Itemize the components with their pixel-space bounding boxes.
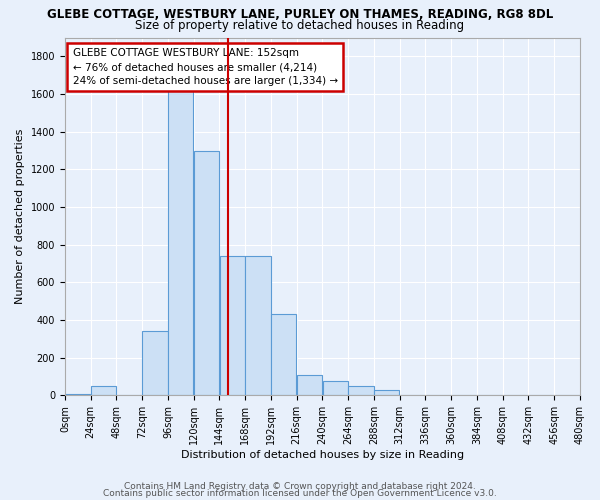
- Bar: [297, 374, 322, 396]
- Bar: [91, 386, 116, 396]
- Bar: [245, 256, 271, 396]
- Bar: [65, 394, 91, 396]
- Bar: [271, 314, 296, 396]
- X-axis label: Distribution of detached houses by size in Reading: Distribution of detached houses by size …: [181, 450, 464, 460]
- Bar: [374, 390, 400, 396]
- Text: Contains public sector information licensed under the Open Government Licence v3: Contains public sector information licen…: [103, 489, 497, 498]
- Y-axis label: Number of detached properties: Number of detached properties: [15, 129, 25, 304]
- Bar: [349, 386, 374, 396]
- Text: GLEBE COTTAGE WESTBURY LANE: 152sqm
← 76% of detached houses are smaller (4,214): GLEBE COTTAGE WESTBURY LANE: 152sqm ← 76…: [73, 48, 338, 86]
- Bar: [323, 382, 348, 396]
- Text: Contains HM Land Registry data © Crown copyright and database right 2024.: Contains HM Land Registry data © Crown c…: [124, 482, 476, 491]
- Bar: [142, 332, 167, 396]
- Text: Size of property relative to detached houses in Reading: Size of property relative to detached ho…: [136, 18, 464, 32]
- Bar: [194, 150, 219, 396]
- Text: GLEBE COTTAGE, WESTBURY LANE, PURLEY ON THAMES, READING, RG8 8DL: GLEBE COTTAGE, WESTBURY LANE, PURLEY ON …: [47, 8, 553, 20]
- Bar: [168, 56, 193, 396]
- Bar: [220, 256, 245, 396]
